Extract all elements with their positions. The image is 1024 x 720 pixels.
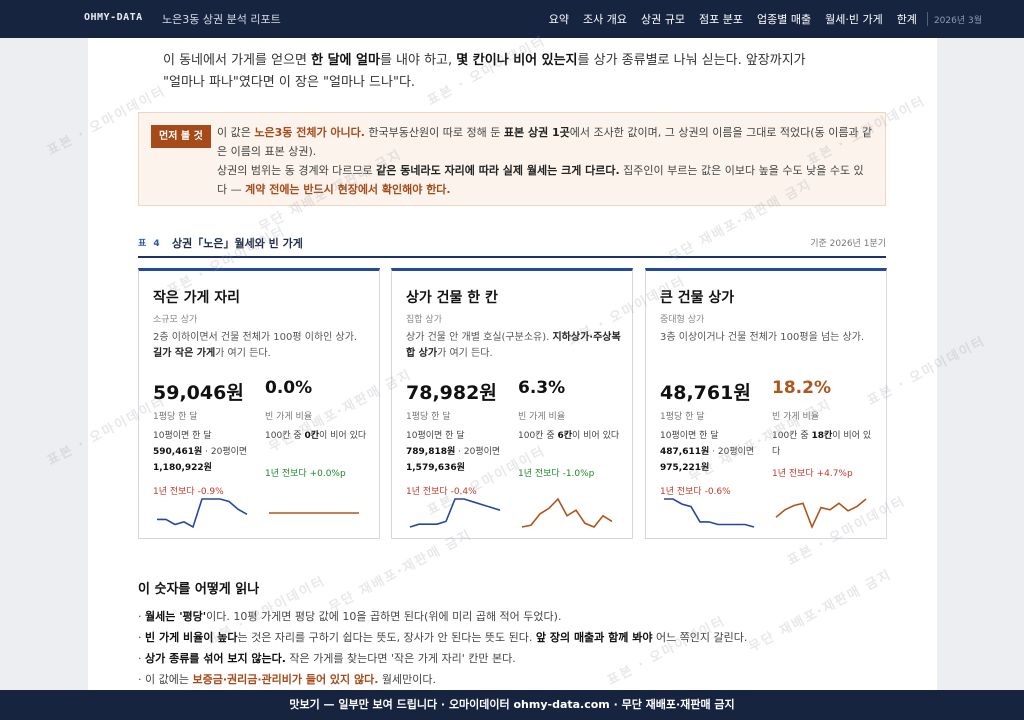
rent-value: 78,982원 — [406, 382, 497, 404]
nav-item-distribution[interactable]: 점포 분포 — [699, 13, 743, 26]
vacancy-label: 빈 가게 비율 — [265, 412, 313, 422]
table-number: 표 4 — [138, 239, 162, 249]
nav-item-scale[interactable]: 상권 규모 — [641, 13, 685, 26]
intro-paragraph: 이 동네에서 가게를 얻으면 한 달에 얼마를 내야 하고, 몇 칸이나 비어 … — [163, 53, 806, 90]
vacancy-value: 18.2% — [772, 378, 831, 398]
vacancy-change: 1년 전보다 +0.0%p — [265, 469, 346, 479]
footer-banner: 맛보기 — 일부만 보여 드립니다 · 오마이데이터 ohmy-data.com… — [0, 690, 1024, 720]
vacancy-sparkline — [269, 512, 359, 514]
vacancy-detail: 100칸 중 0칸이 비어 있다 — [265, 431, 367, 441]
nav-menu: 요약 조사 개요 상권 규모 점포 분포 업종별 매출 월세·빈 가게 한계 2… — [535, 0, 1024, 38]
vacancy-label: 빈 가게 비율 — [772, 412, 820, 422]
notice-tag: 먼저 볼 것 — [151, 125, 211, 148]
nav-divider — [926, 12, 928, 26]
rent-trend-line — [664, 498, 755, 528]
table-title: 상권「노은」월세와 빈 가게 — [172, 237, 303, 250]
card-subtitle: 집합 상가 — [406, 315, 442, 325]
table-header: 표 4 상권「노은」월세와 빈 가게 기준 2026년 1분기 — [138, 234, 886, 258]
vacancy-trend-line — [775, 498, 867, 530]
rent-trend-line — [157, 498, 248, 529]
top-nav-bar: OHMY-DATA 노은3동 상권 분석 리포트 요약 조사 개요 상권 규모 … — [0, 0, 1024, 38]
rent-sparkline — [664, 498, 755, 528]
rent-change: 1년 전보다 -0.9% — [153, 487, 224, 497]
nav-item-overview[interactable]: 조사 개요 — [583, 13, 628, 26]
rent-change: 1년 전보다 -0.4% — [406, 487, 477, 497]
vacancy-change: 1년 전보다 +4.7%p — [772, 469, 853, 479]
card-description: 상가 건물 안 개별 호실(구분소유). 지하상가·주상복합 상가가 여기 든다… — [406, 332, 621, 359]
brand-logo[interactable]: OHMY-DATA — [84, 12, 143, 23]
nav-item-sales[interactable]: 업종별 매출 — [756, 13, 812, 26]
rent-trend-line — [409, 498, 501, 528]
howto-list: · 월세는 '평당'이다. 10평 가게면 평당 값에 10을 곱하면 된다(위… — [138, 606, 898, 690]
document-title: 노은3동 상권 분석 리포트 — [162, 13, 281, 26]
rent-label: 1평당 한 달 — [660, 412, 705, 422]
list-item: · 월세는 '평당'이다. 10평 가게면 평당 값에 10을 곱하면 된다(위… — [138, 610, 562, 623]
nav-item-summary[interactable]: 요약 — [548, 13, 570, 26]
notice-line-2: 상권의 범위는 동 경계와 다르므로 같은 동네라도 자리에 따라 실제 월세는… — [217, 164, 864, 196]
vacancy-label: 빈 가게 비율 — [518, 412, 566, 422]
rent-detail: 10평이면 한 달 789,818원 · 20평이면 1,579,636원 — [406, 431, 501, 473]
rent-detail: 10평이면 한 달 590,461원 · 20평이면 1,180,922원 — [153, 431, 248, 473]
rent-label: 1평당 한 달 — [153, 412, 198, 422]
card-description: 2층 이하이면서 건물 전체가 100평 이하인 상가. 길가 작은 가게가 여… — [153, 332, 358, 359]
rent-value: 59,046원 — [153, 382, 244, 404]
vacancy-trend-line — [521, 497, 613, 528]
rent-label: 1평당 한 달 — [406, 412, 451, 422]
nav-date: 2026년 3월 — [933, 15, 982, 26]
notice-box: 먼저 볼 것 이 값은 노은3동 전체가 아니다. 한국부동산원이 따로 정해 … — [138, 112, 886, 206]
card-collective-store: 상가 건물 한 칸 집합 상가 상가 건물 안 개별 호실(구분소유). 지하상… — [391, 268, 633, 539]
vacancy-detail: 100칸 중 18칸이 비어 있다 — [772, 431, 872, 457]
vacancy-sparkline — [775, 498, 867, 530]
rent-value: 48,761원 — [660, 382, 751, 404]
card-title: 작은 가게 자리 — [153, 290, 241, 306]
list-item: · 이 값에는 보증금·권리금·관리비가 들어 있지 않다. 월세만이다. — [138, 673, 437, 686]
rent-sparkline — [409, 498, 501, 528]
card-small-store: 작은 가게 자리 소규모 상가 2층 이하이면서 건물 전체가 100평 이하인… — [138, 268, 380, 539]
vacancy-change: 1년 전보다 -1.0%p — [518, 469, 595, 479]
list-item: · 빈 가게 비율이 높다는 것은 자리를 구하기 쉽다는 뜻도, 장사가 안 … — [138, 631, 748, 644]
card-title: 큰 건물 상가 — [660, 290, 735, 306]
rent-sparkline — [157, 498, 248, 529]
howto-title: 이 숫자를 어떻게 읽나 — [138, 582, 260, 597]
notice-line-1: 이 값은 노은3동 전체가 아니다. 한국부동산원이 따로 정해 둔 표본 상권… — [217, 126, 873, 158]
card-title: 상가 건물 한 칸 — [406, 290, 498, 306]
vacancy-detail: 100칸 중 6칸이 비어 있다 — [518, 431, 620, 441]
list-item: · 상가 종류를 섞어 보지 않는다. 작은 가게를 찾는다면 '작은 가게 자… — [138, 652, 516, 665]
rent-change: 1년 전보다 -0.6% — [660, 487, 731, 497]
table-basis-date: 기준 2026년 1분기 — [810, 239, 886, 249]
vacancy-value: 0.0% — [265, 378, 313, 398]
card-large-store: 큰 건물 상가 중대형 상가 3층 이상이거나 건물 전체가 100평을 넘는 … — [645, 268, 887, 539]
card-subtitle: 소규모 상가 — [153, 315, 198, 325]
card-subtitle: 중대형 상가 — [660, 315, 705, 325]
nav-item-rent-vacancy[interactable]: 월세·빈 가게 — [825, 13, 883, 26]
vacancy-sparkline — [521, 497, 613, 528]
card-description: 3층 이상이거나 건물 전체가 100평을 넘는 상가. — [660, 332, 865, 343]
rent-detail: 10평이면 한 달 487,611원 · 20평이면 975,221원 — [660, 431, 755, 473]
report-page: 이 동네에서 가게를 얻으면 한 달에 얼마를 내야 하고, 몇 칸이나 비어 … — [88, 38, 937, 690]
vacancy-value: 6.3% — [518, 378, 566, 398]
nav-item-limits[interactable]: 한계 — [896, 13, 917, 26]
